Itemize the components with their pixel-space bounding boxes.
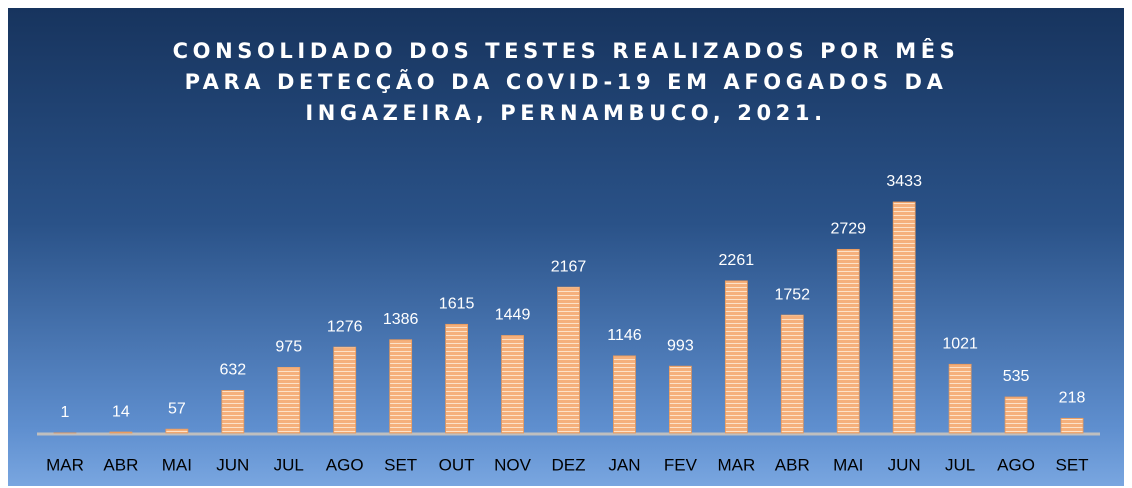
data-label: 1449 [495,307,531,324]
data-label: 632 [219,362,246,379]
bar [892,201,916,434]
x-tick-label: JAN [608,455,640,474]
x-tick-label: DEZ [552,455,586,474]
data-label: 1615 [439,296,475,313]
x-tick-label: MAI [162,455,192,474]
chart-title: CONSOLIDADO DOS TESTES REALIZADOS POR MÊ… [172,39,960,125]
bar [948,363,972,434]
data-label: 993 [667,337,694,354]
data-label: 2729 [830,221,866,238]
data-label: 1 [61,404,70,421]
bar [445,323,469,434]
bar [333,346,357,434]
x-tick-label: AGO [997,455,1035,474]
data-label: 2261 [719,252,755,269]
data-label: 1021 [942,336,978,353]
bar [724,280,748,434]
x-tick-label: JUL [274,455,304,474]
x-tick-label: MAR [717,455,755,474]
x-tick-label: ABR [103,455,138,474]
bar [668,365,692,434]
data-label: 57 [168,400,186,417]
bar [1060,417,1084,434]
bar [389,339,413,434]
x-tick-label: AGO [326,455,364,474]
x-tick-label: FEV [664,455,698,474]
bar [557,286,580,434]
data-label: 14 [112,403,130,420]
data-label: 1146 [607,327,642,344]
data-label: 218 [1059,390,1086,407]
x-tick-label: JUN [216,455,249,474]
data-label: 3433 [886,173,922,190]
bar [613,355,636,434]
bar [277,366,301,434]
x-tick-label: MAR [46,455,84,474]
bar [780,314,804,434]
data-label: 535 [1003,368,1030,385]
data-label: 975 [275,339,302,356]
x-tick-label: ABR [775,455,810,474]
bar [836,248,860,434]
x-tick-label: OUT [439,455,475,474]
bar [221,390,245,434]
data-label: 1276 [327,318,363,335]
x-tick-label: SET [1055,455,1088,474]
data-label: 1386 [383,311,419,328]
data-label: 2167 [551,258,587,275]
bar [165,428,189,434]
data-label: 1752 [774,286,810,303]
bar [1004,396,1028,434]
x-tick-label: NOV [494,455,532,474]
x-tick-label: SET [384,455,417,474]
x-tick-label: MAI [833,455,863,474]
x-tick-label: JUL [945,455,975,474]
bar [109,431,133,434]
bar [501,335,524,434]
x-tick-label: JUN [888,455,921,474]
